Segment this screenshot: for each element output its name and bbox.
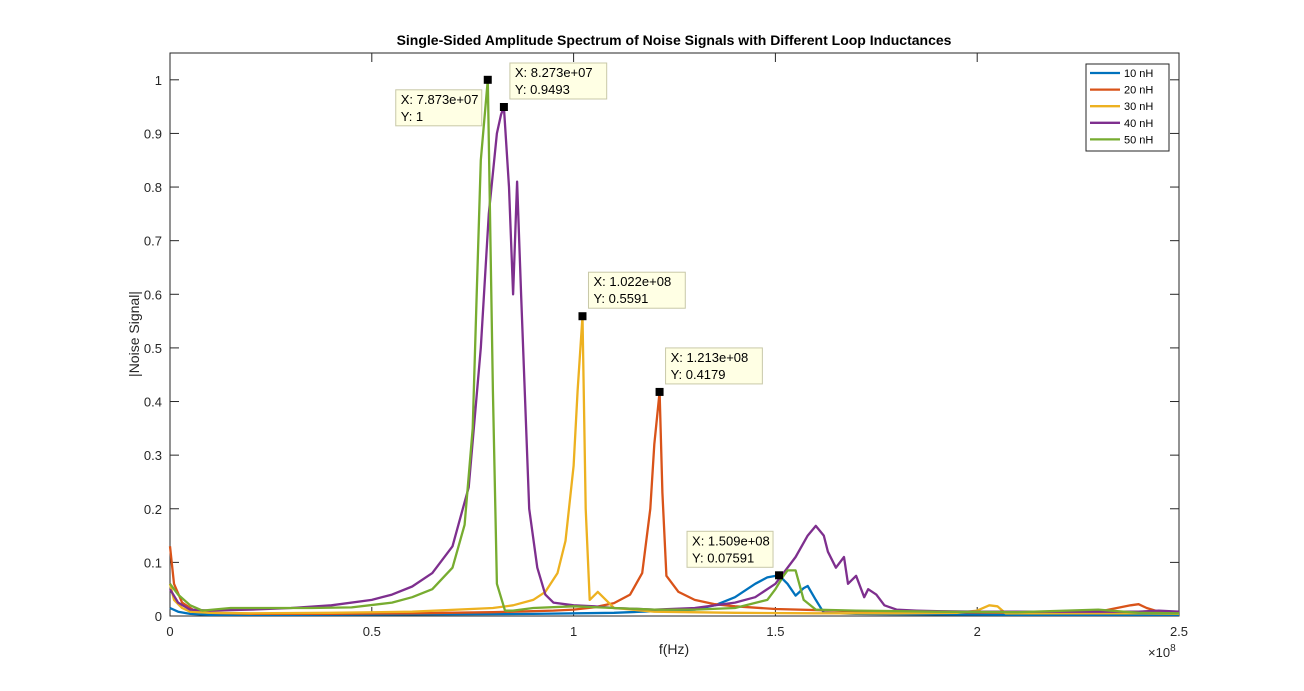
series-line-50-nh [169, 78, 1180, 615]
y-tick-label: 0.8 [144, 180, 162, 195]
legend-label: 30 nH [1124, 101, 1153, 113]
datatip-y: Y: 0.07591 [692, 550, 754, 565]
x-tick-label: 0.5 [363, 624, 381, 639]
x-exponent-label: ×108 [1148, 643, 1176, 660]
series-line-30-nh [168, 315, 1180, 616]
datatip-box [509, 62, 608, 100]
datatip-box [587, 271, 686, 309]
x-exponent-power: 8 [1170, 643, 1176, 654]
datatip-marker [775, 571, 784, 580]
datatip[interactable]: X: 7.873e+07 Y: 1 [395, 75, 492, 127]
datatip[interactable]: X: 1.213e+08 Y: 0.4179 [655, 347, 763, 396]
datatip-x: X: 1.509e+08 [692, 533, 770, 548]
plot-area [169, 52, 1180, 617]
y-tick-label: 0.3 [144, 448, 162, 463]
x-axis-label: f(Hz) [659, 641, 689, 657]
y-tick-label: 0.7 [144, 234, 162, 249]
datatip-y: Y: 0.4179 [671, 367, 726, 382]
y-tick-label: 0.2 [144, 502, 162, 517]
legend-label: 40 nH [1124, 118, 1153, 130]
datatip[interactable]: X: 1.509e+08 Y: 0.07591 [686, 530, 784, 580]
legend-item[interactable]: 40 nH [1090, 118, 1153, 130]
y-axis-label: |Noise Signal| [126, 291, 142, 377]
legend-label: 20 nH [1124, 85, 1153, 97]
datatip-x: X: 7.873e+07 [401, 92, 479, 107]
datatip-box [395, 89, 483, 127]
x-exponent-base: ×10 [1148, 645, 1170, 660]
legend-label: 10 nH [1124, 68, 1153, 80]
datatip-y: Y: 1 [401, 109, 423, 124]
datatip-x: X: 8.273e+07 [515, 65, 593, 80]
datatip-y: Y: 0.9493 [515, 82, 570, 97]
datatip-marker [578, 312, 587, 321]
legend-item[interactable]: 20 nH [1090, 85, 1153, 97]
y-tick-label: 1 [155, 73, 162, 88]
x-tick-label: 1.5 [766, 624, 784, 639]
datatip[interactable]: X: 8.273e+07 Y: 0.9493 [499, 62, 608, 111]
datatip-box [665, 347, 763, 385]
x-tick-label: 2.5 [1170, 624, 1188, 639]
datatip-marker [655, 387, 664, 396]
legend-label: 50 nH [1124, 134, 1153, 146]
x-tick-label: 0 [166, 624, 173, 639]
datatip-y: Y: 0.5591 [593, 291, 648, 306]
legend-item[interactable]: 10 nH [1090, 68, 1153, 80]
legend-item[interactable]: 30 nH [1090, 101, 1153, 113]
x-tick-label: 2 [974, 624, 981, 639]
y-tick-label: 0.9 [144, 126, 162, 141]
legend-item[interactable]: 50 nH [1090, 134, 1153, 146]
series-layer [168, 78, 1180, 617]
legend-box [1085, 63, 1170, 152]
datatip-marker [499, 102, 508, 111]
x-tick-label: 1 [570, 624, 577, 639]
datatip-x: X: 1.022e+08 [593, 274, 671, 289]
y-tick-label: 0.5 [144, 341, 162, 356]
y-tick-label: 0 [155, 609, 162, 624]
y-tick-label: 0.4 [144, 395, 162, 410]
datatip-marker [483, 75, 492, 84]
chart-title: Single-Sided Amplitude Spectrum of Noise… [397, 32, 952, 48]
datatip-box [686, 530, 774, 568]
legend[interactable]: 10 nH 20 nH 30 nH 40 nH 50 nH [1085, 63, 1170, 152]
datatip-layer: X: 7.873e+07Y: 1X: 8.273e+07Y: 0.9493X: … [395, 62, 784, 580]
datatip-x: X: 1.213e+08 [671, 350, 749, 365]
datatip[interactable]: X: 1.022e+08 Y: 0.5591 [578, 271, 686, 321]
y-tick-label: 0.1 [144, 555, 162, 570]
y-tick-label: 0.6 [144, 287, 162, 302]
